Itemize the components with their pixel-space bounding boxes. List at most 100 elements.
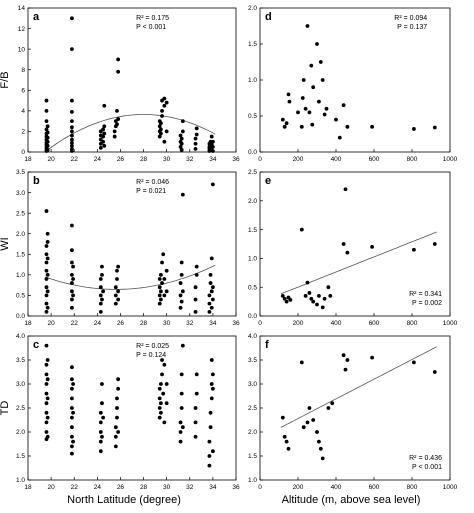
data-point [45,124,50,129]
plot-frame [27,7,237,153]
data-point [322,296,327,301]
data-point [318,60,323,64]
y-tick-label: 2.0 [16,429,25,436]
data-point [71,264,75,269]
x-tick-label: 28 [140,156,148,163]
data-point [207,439,212,444]
data-point [180,129,185,134]
data-point [412,127,416,131]
data-point [116,430,121,434]
data-point [44,127,49,132]
data-point [210,144,215,149]
panel-f: 0 200 400 600 800 1000 1.0 1.5 2.0 2.5 3.0 3.5 4.0 f R… [248,333,458,491]
data-point [98,293,103,298]
data-point [157,285,162,290]
x-tick-label: 32 [186,320,194,327]
data-point [70,260,74,265]
data-point [337,135,342,140]
data-point [432,370,437,374]
data-point [280,293,285,298]
data-point [70,434,74,439]
data-point [318,446,323,451]
data-point [303,106,308,111]
plot-frame [259,171,451,317]
data-point [158,121,163,126]
data-point [210,386,215,391]
stats-line: R² = 0.341 [409,291,442,298]
panel-letter: d [265,11,272,23]
data-point [179,406,184,410]
data-point [160,108,164,113]
panel-letter: b [33,175,40,187]
x-tick-label: 18 [24,156,32,163]
x-axis-label-left: North Latitude (degree) [67,494,181,506]
data-point [286,92,291,97]
data-point [70,137,74,142]
x-tick-label: 600 [369,484,380,491]
data-point [44,430,49,434]
data-point [100,297,104,302]
data-point [208,410,213,415]
data-point [412,360,416,365]
y-tick-label: 1.5 [16,453,25,460]
data-point [179,136,184,141]
data-point [102,143,107,148]
data-point [179,272,184,277]
data-point [209,289,214,294]
data-point [193,309,198,314]
x-tick-label: 400 [331,484,342,491]
data-point [70,125,74,130]
data-point [44,293,49,298]
data-point [70,109,74,114]
data-point [157,301,162,306]
data-point [98,145,103,150]
data-point [44,252,49,257]
data-point [101,289,106,294]
data-point [178,420,183,425]
data-point [309,296,314,301]
panel-letter: f [265,339,269,351]
x-tick-label: 30 [163,156,171,163]
data-point [158,272,163,277]
x-tick-label: 32 [186,484,194,491]
stats-line: P = 0.137 [397,24,427,31]
x-tick-label: 34 [209,320,217,327]
x-tick-label: 400 [331,320,342,327]
panel-b: 18 20 22 24 26 28 30 32 34 36 0.0 0.5 1.0 1.5 2.0 2.5 3.… [0,169,240,327]
data-point [317,99,321,104]
data-point [288,297,293,302]
y-tick-label: 0 [21,149,25,156]
data-point [193,434,198,439]
data-point [115,268,119,273]
data-point [309,63,314,68]
data-point [311,299,316,304]
x-tick-label: 26 [117,320,125,327]
y-tick-label: 1.0 [16,272,25,279]
data-point [160,114,164,118]
data-point [194,264,199,269]
data-point [160,281,164,285]
plot-frame [27,335,237,481]
x-tick-label: 34 [209,156,217,163]
data-point [44,372,49,377]
stats-line: P = 0.124 [136,352,166,359]
data-point [209,305,214,310]
y-tick-label: 2.5 [248,169,257,176]
panel-c: 18 20 22 24 26 28 30 32 34 36 1.0 1.5 2.0 2.5 3.0 3.5 4.… [0,333,240,491]
data-point [44,362,49,367]
data-point [180,343,185,348]
data-point [116,57,121,62]
data-point [207,309,212,314]
x-tick-label: 20 [47,484,55,491]
data-point [326,406,331,410]
y-tick-label: 4 [21,108,25,115]
y-tick-label: 2.5 [16,405,25,412]
y-tick-label: 1.5 [248,227,257,234]
data-point [164,289,169,294]
data-point [101,127,106,132]
x-tick-label: 20 [47,320,55,327]
data-point [164,129,169,134]
data-point [45,130,50,135]
panel-letter: a [33,11,40,23]
stats-line: P = 0.002 [412,300,442,307]
